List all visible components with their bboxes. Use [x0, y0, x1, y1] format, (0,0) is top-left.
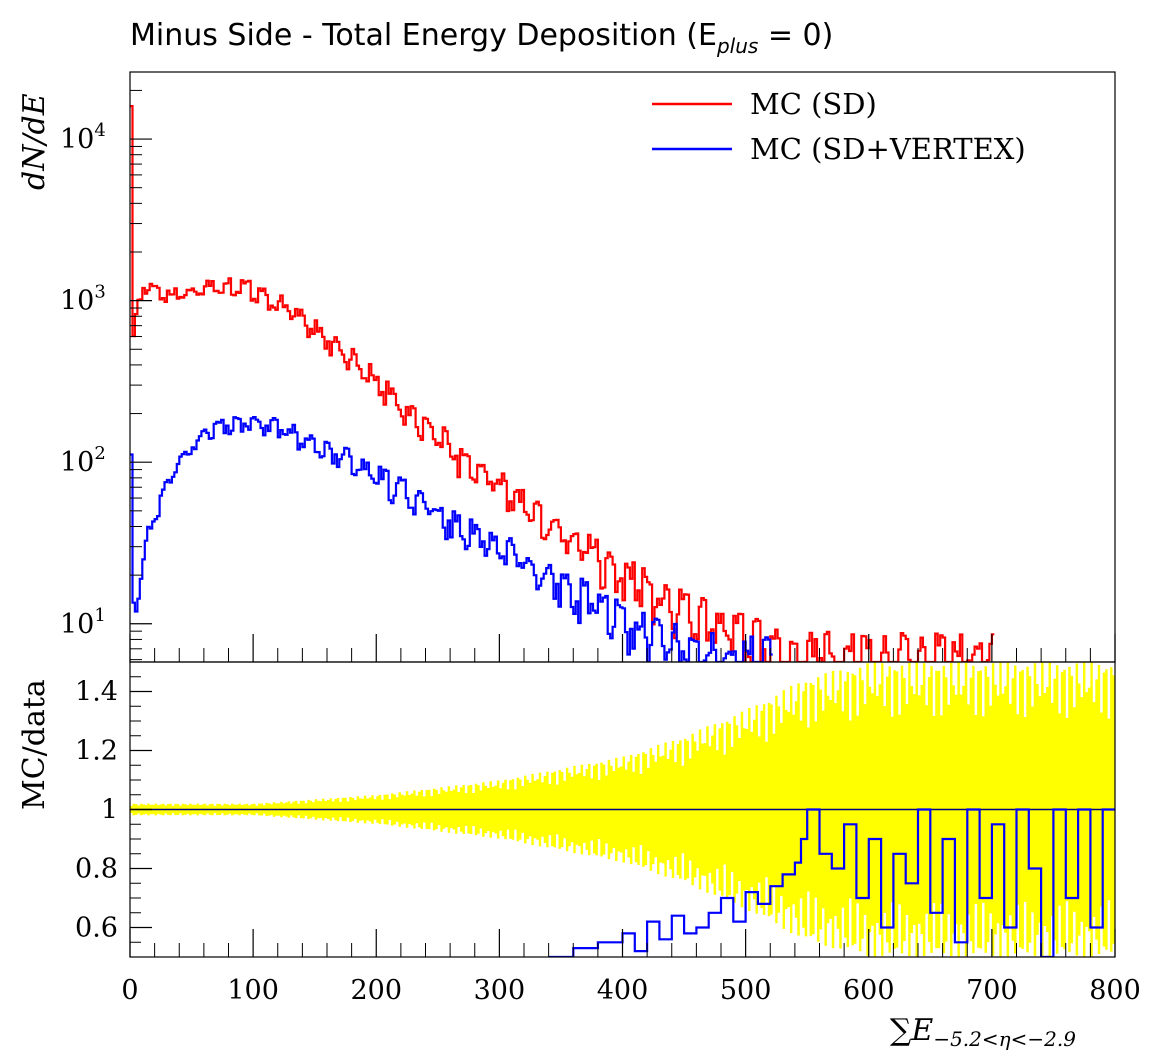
x-tick-label-4: 400 — [597, 975, 649, 1006]
legend-label-1: MC (SD+VERTEX) — [750, 132, 1026, 166]
main-y-tick-label-exp-0: 4 — [94, 120, 105, 141]
main-y-tick-label-2: 102 — [60, 443, 106, 478]
main-y-tick-label-exp-2: 2 — [94, 443, 105, 464]
ratio-series-line-0 — [548, 808, 1115, 957]
ratio-plot-panel — [130, 662, 1115, 957]
x-axis-label: ∑E−5.2<η<−2.9 — [890, 1013, 1076, 1051]
x-axis-label-subscript: −5.2<η<−2.9 — [933, 1027, 1076, 1051]
ratio-y-axis-label: MC/data — [17, 679, 52, 810]
x-tick-label-2: 200 — [350, 975, 402, 1006]
main-y-tick-label-0: 104 — [60, 120, 106, 155]
main-plot-panel — [130, 105, 995, 662]
chart-title-subscript: plus — [716, 34, 758, 58]
main-y-tick-label-3: 101 — [60, 605, 106, 640]
legend: MC (SD) MC (SD+VERTEX) — [652, 87, 1026, 166]
series-line-1 — [130, 416, 773, 662]
chart-title-text: Minus Side - Total Energy Deposition (E — [130, 18, 717, 53]
x-tick-label-7: 700 — [966, 975, 1018, 1006]
axes-layer: 104 103 102 101 1.4 1.2 1 0.8 0.60 100 200 300 400 50… — [60, 71, 1141, 1006]
main-y-tick-label-exp-1: 3 — [94, 282, 105, 303]
series-line-0 — [130, 105, 995, 662]
x-tick-label-5: 500 — [720, 975, 772, 1006]
ratio-y-tick-label-1: 1.2 — [75, 736, 118, 767]
ratio-y-tick-label-4: 0.6 — [75, 913, 118, 944]
x-axis-label-text: ∑E — [890, 1013, 933, 1048]
main-y-axis-label: dN/dE — [17, 93, 52, 190]
x-tick-label-8: 800 — [1089, 975, 1141, 1006]
ratio-y-tick-label-2: 1 — [101, 795, 118, 826]
main-y-tick-label-exp-3: 1 — [94, 605, 105, 626]
x-tick-label-0: 0 — [121, 975, 138, 1006]
x-tick-label-3: 300 — [474, 975, 526, 1006]
x-tick-label-1: 100 — [227, 975, 279, 1006]
x-tick-label-6: 600 — [843, 975, 895, 1006]
ratio-y-tick-label-0: 1.4 — [75, 677, 118, 708]
chart-title: Minus Side - Total Energy Deposition (Ep… — [130, 18, 833, 58]
chart-title-tail: = 0) — [758, 18, 833, 53]
legend-label-0: MC (SD) — [750, 87, 877, 121]
ratio-y-tick-label-3: 0.8 — [75, 854, 118, 885]
main-y-tick-label-1: 103 — [60, 282, 106, 317]
